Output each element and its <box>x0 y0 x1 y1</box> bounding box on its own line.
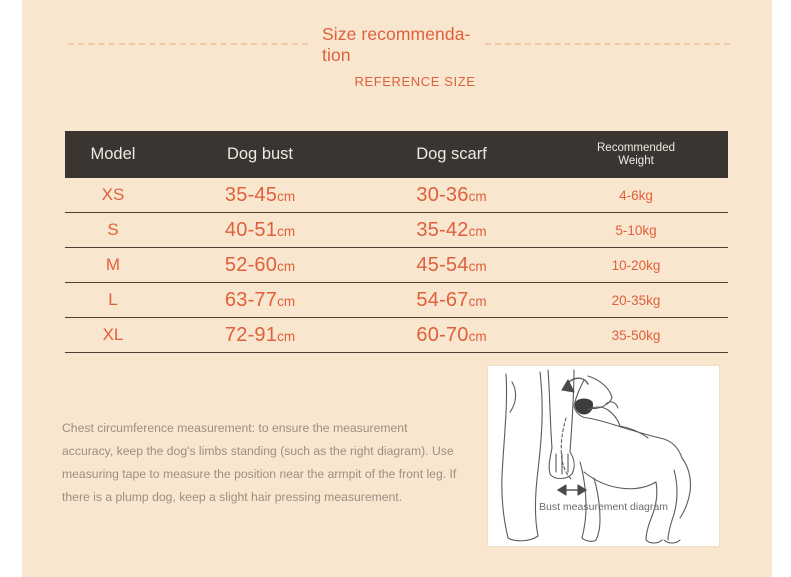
table-row: XL 72-91cm 60-70cm 35-50kg <box>65 318 728 353</box>
bust-unit: cm <box>277 188 296 204</box>
bust-unit: cm <box>277 258 296 274</box>
cell-weight: 5-10kg <box>615 222 657 238</box>
table-row: XS 35-45cm 30-36cm 4-6kg <box>65 178 728 213</box>
bust-measurement-diagram: Bust measurement diagram <box>488 366 719 546</box>
cell-dog-scarf: 60-70cm <box>359 324 544 347</box>
cell-dog-bust: 35-45cm <box>161 184 359 207</box>
cell-model: L <box>108 290 118 309</box>
scarf-value: 30-36 <box>416 183 469 206</box>
cell-model: XS <box>101 185 125 204</box>
column-header-weight-line1: Recommended <box>597 141 675 154</box>
scarf-value: 45-54 <box>416 253 469 276</box>
page-title: Size recommenda-tion <box>322 24 471 65</box>
cell-model: XL <box>102 325 124 344</box>
column-header-recommended-weight: Recommended Weight <box>544 142 728 168</box>
scarf-value: 54-67 <box>416 288 469 311</box>
bust-unit: cm <box>277 223 296 239</box>
dog-measurement-illustration <box>501 369 692 544</box>
column-header-weight-line2: Weight <box>618 154 654 167</box>
cell-dog-scarf: 35-42cm <box>359 219 544 242</box>
table-header-row: Model Dog bust Dog scarf Recommended Wei… <box>65 131 728 178</box>
cell-dog-bust: 72-91cm <box>161 324 359 347</box>
bust-unit: cm <box>277 328 296 344</box>
table-row: L 63-77cm 54-67cm 20-35kg <box>65 283 728 318</box>
bust-unit: cm <box>277 293 296 309</box>
diagram-caption: Bust measurement diagram <box>539 501 668 513</box>
cell-weight: 35-50kg <box>611 327 661 343</box>
cell-dog-bust: 40-51cm <box>161 219 359 242</box>
bust-value: 72-91 <box>224 323 278 346</box>
cell-model: M <box>105 255 121 274</box>
bust-value: 52-60 <box>224 253 278 276</box>
bust-value: 63-77 <box>224 288 278 311</box>
cell-dog-scarf: 45-54cm <box>359 254 544 277</box>
cell-dog-bust: 63-77cm <box>161 289 359 312</box>
column-header-dog-scarf: Dog scarf <box>416 145 487 163</box>
column-header-dog-bust: Dog bust <box>226 145 294 163</box>
scarf-unit: cm <box>468 258 487 274</box>
table-row: M 52-60cm 45-54cm 10-20kg <box>65 248 728 283</box>
scarf-unit: cm <box>468 188 487 204</box>
cell-dog-scarf: 30-36cm <box>359 184 544 207</box>
dashed-rule-right <box>485 43 730 45</box>
bust-value: 35-45 <box>224 183 278 206</box>
cell-dog-scarf: 54-67cm <box>359 289 544 312</box>
dashed-rule-left <box>68 43 308 45</box>
scarf-value: 60-70 <box>416 323 469 346</box>
measurement-instructions: Chest circumference measurement: to ensu… <box>62 421 457 504</box>
scarf-unit: cm <box>468 223 487 239</box>
cell-weight: 20-35kg <box>611 292 661 308</box>
cell-weight: 4-6kg <box>619 187 653 203</box>
column-header-model: Model <box>90 145 136 163</box>
cell-model: S <box>107 220 119 239</box>
page-subtitle: REFERENCE SIZE <box>354 74 476 89</box>
cell-dog-bust: 52-60cm <box>161 254 359 277</box>
table-row: S 40-51cm 35-42cm 5-10kg <box>65 213 728 248</box>
scarf-unit: cm <box>468 293 487 309</box>
title-row: Size recommenda-tion <box>22 24 772 76</box>
bust-value: 40-51 <box>224 218 278 241</box>
scarf-value: 35-42 <box>416 218 469 241</box>
size-table: Model Dog bust Dog scarf Recommended Wei… <box>65 131 728 353</box>
cell-weight: 10-20kg <box>611 257 661 273</box>
scarf-unit: cm <box>468 328 487 344</box>
